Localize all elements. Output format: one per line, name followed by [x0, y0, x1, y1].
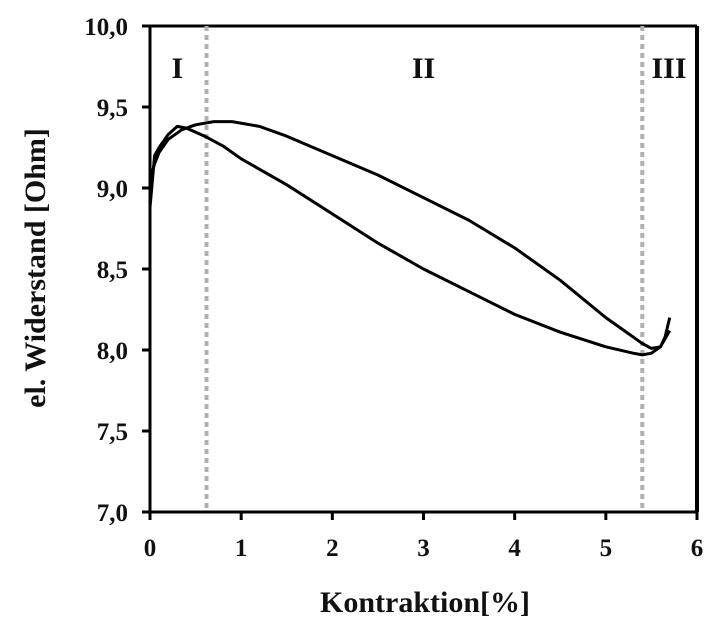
region-boundaries: [204, 26, 645, 512]
x-axis-ticks: 0 1 2 3 4 5 6: [144, 512, 704, 562]
x-tick-label: 2: [326, 535, 339, 562]
region-label-iii: III: [651, 52, 686, 85]
x-axis-title: Kontraktion[%]: [320, 586, 530, 619]
y-axis-ticks: 7,0 7,5 8,0 8,5 9,0 9,5 10,0: [84, 14, 150, 527]
y-tick-label: 8,0: [97, 338, 128, 365]
y-tick-label: 8,5: [97, 257, 128, 284]
curves: [148, 120, 672, 357]
y-tick-label: 9,5: [97, 95, 128, 122]
x-tick-label: 6: [691, 535, 704, 562]
curve-line-2: [148, 120, 672, 350]
y-tick-label: 9,0: [97, 176, 128, 203]
y-tick-label: 7,5: [97, 419, 128, 446]
y-tick-label: 10,0: [84, 14, 128, 41]
region-label-ii: II: [412, 52, 435, 85]
x-tick-label: 0: [144, 535, 157, 562]
x-tick-label: 4: [508, 535, 521, 562]
curve-line-1: [148, 124, 672, 357]
x-tick-label: 3: [417, 535, 430, 562]
y-tick-label: 7,0: [97, 500, 128, 527]
region-label-i: I: [172, 52, 184, 85]
region-labels: I II III: [172, 52, 687, 85]
x-tick-label: 1: [235, 535, 248, 562]
x-tick-label: 5: [600, 535, 613, 562]
y-axis-title: el. Widerstand [Ohm]: [19, 128, 52, 408]
